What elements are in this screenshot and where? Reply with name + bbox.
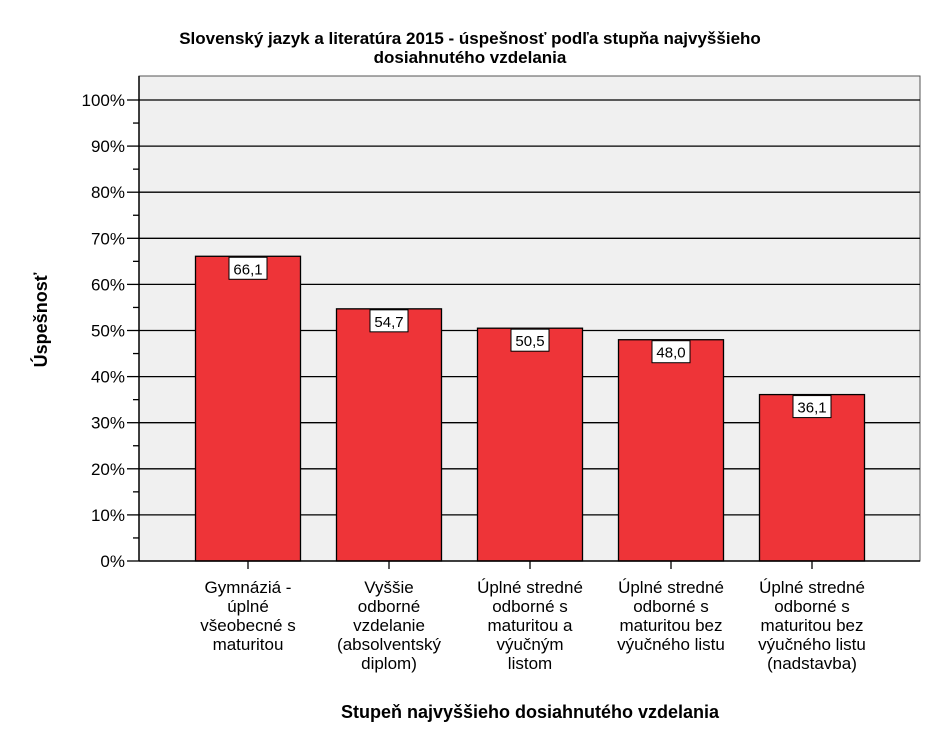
y-tick-label: 60% (91, 275, 125, 294)
data-label-box (792, 395, 832, 419)
x-category-label: Úplné stredné (759, 578, 865, 597)
bar (335, 308, 443, 562)
x-category-label: odborné s (492, 597, 568, 616)
y-tick-label: 30% (91, 414, 125, 433)
x-category-label: Úplné stredné (477, 578, 583, 597)
x-category-label: maturitou bez (761, 616, 864, 635)
y-tick-label: 90% (91, 137, 125, 156)
x-category-label: Úplné stredné (618, 578, 724, 597)
x-category-label: výučného listu (617, 635, 725, 654)
y-axis-title: Úspešnosť (30, 272, 51, 367)
chart-title: Slovenský jazyk a literatúra 2015 - úspe… (179, 29, 761, 67)
bar (476, 327, 584, 562)
data-label-box (510, 328, 550, 352)
y-tick-label: 0% (100, 552, 125, 571)
data-label: 54,7 (374, 314, 403, 331)
y-tick-label: 50% (91, 322, 125, 341)
y-tick-label: 100% (82, 91, 125, 110)
x-category-label: vzdelanie (353, 616, 425, 635)
data-label-box (651, 340, 691, 364)
x-category-label: úplné (227, 597, 269, 616)
data-label: 48,0 (656, 345, 685, 362)
data-label-box (369, 309, 409, 333)
data-label: 36,1 (797, 400, 826, 417)
bar (758, 393, 866, 562)
y-tick-label: 70% (91, 229, 125, 248)
data-label: 66,1 (233, 261, 262, 278)
x-category-label: maturitou (213, 635, 284, 654)
y-tick-label: 10% (91, 506, 125, 525)
bar (617, 339, 725, 562)
x-category-label: odborné s (633, 597, 709, 616)
x-category-label: (nadstavba) (767, 654, 857, 673)
data-label: 50,5 (515, 333, 544, 350)
y-tick-label: 40% (91, 368, 125, 387)
x-category-label: výučným (496, 635, 563, 654)
x-category-label: maturitou a (487, 616, 573, 635)
y-tick-label: 20% (91, 460, 125, 479)
x-category-label: Gymnáziá - (205, 578, 292, 597)
y-tick-label: 80% (91, 183, 125, 202)
bars: 66,1 54,7 50,5 48,0 36,1 (194, 255, 866, 562)
x-category-label: odborné s (774, 597, 850, 616)
y-axis: 0% 10% 20% 30% 40% 50% 60% 70% 80% 90% 100% (82, 76, 920, 571)
x-category-label: výučného listu (758, 635, 866, 654)
bar (194, 255, 302, 562)
x-axis-title: Stupeň najvyššieho dosiahnutého vzdelani… (341, 702, 720, 722)
x-category-label: Vyššie (364, 578, 413, 597)
data-label-box (228, 256, 268, 280)
x-category-label: diplom) (361, 654, 417, 673)
x-category-label: všeobecné s (200, 616, 295, 635)
x-category-label: maturitou bez (620, 616, 723, 635)
x-category-label: listom (508, 654, 552, 673)
x-category-label: odborné (358, 597, 420, 616)
chart-title-line: Slovenský jazyk a literatúra 2015 - úspe… (179, 29, 761, 48)
chart-title-line: dosiahnutého vzdelania (374, 48, 567, 67)
x-category-label: (absolventský (337, 635, 441, 654)
